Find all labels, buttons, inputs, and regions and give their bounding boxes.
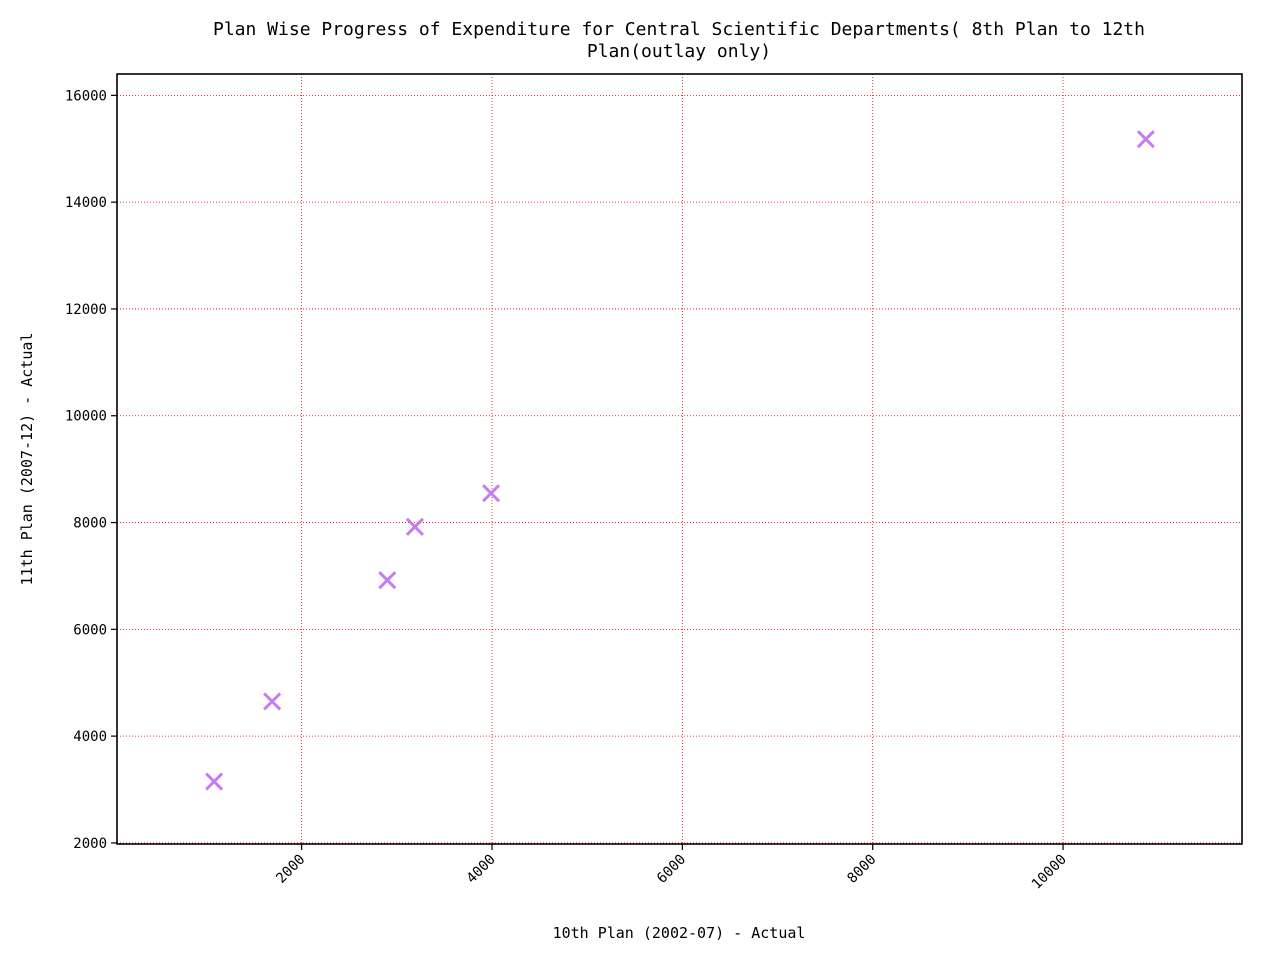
data-point-3 bbox=[405, 517, 424, 536]
x-tick-label-0: 2000 bbox=[273, 852, 308, 887]
chart-title-line-2: Plan(outlay only) bbox=[587, 41, 771, 62]
x-axis-ticks: 2000 4000 6000 8000 10000 bbox=[273, 844, 1070, 893]
chart-title-line-1: Plan Wise Progress of Expenditure for Ce… bbox=[213, 19, 1145, 40]
y-axis-ticks: 2000 4000 6000 8000 10000 12000 14000 16000 bbox=[65, 88, 117, 852]
y-axis-label: 11th Plan (2007-12) - Actual bbox=[18, 333, 36, 586]
data-point-2 bbox=[378, 571, 397, 590]
y-tick-label-2: 6000 bbox=[73, 622, 107, 638]
y-tick-label-1: 4000 bbox=[73, 729, 107, 745]
plot-frame bbox=[116, 73, 1243, 845]
data-point-1 bbox=[263, 692, 282, 711]
y-tick-label-0: 2000 bbox=[73, 836, 107, 852]
x-axis-label: 10th Plan (2002-07) - Actual bbox=[553, 924, 806, 942]
x-tick-label-2: 6000 bbox=[654, 852, 689, 887]
data-point-0 bbox=[205, 772, 224, 791]
data-point-5 bbox=[1136, 130, 1155, 149]
y-tick-label-3: 8000 bbox=[73, 516, 107, 532]
y-tick-label-5: 12000 bbox=[65, 302, 107, 318]
y-tick-label-4: 10000 bbox=[65, 409, 107, 425]
y-tick-label-6: 14000 bbox=[65, 195, 107, 211]
data-points bbox=[205, 130, 1155, 791]
x-tick-label-1: 4000 bbox=[464, 852, 499, 887]
grid-lines bbox=[117, 74, 1242, 844]
x-tick-label-4: 10000 bbox=[1029, 852, 1070, 893]
x-tick-label-3: 8000 bbox=[844, 852, 879, 887]
data-point-4 bbox=[481, 484, 501, 503]
y-tick-label-7: 16000 bbox=[65, 88, 107, 104]
